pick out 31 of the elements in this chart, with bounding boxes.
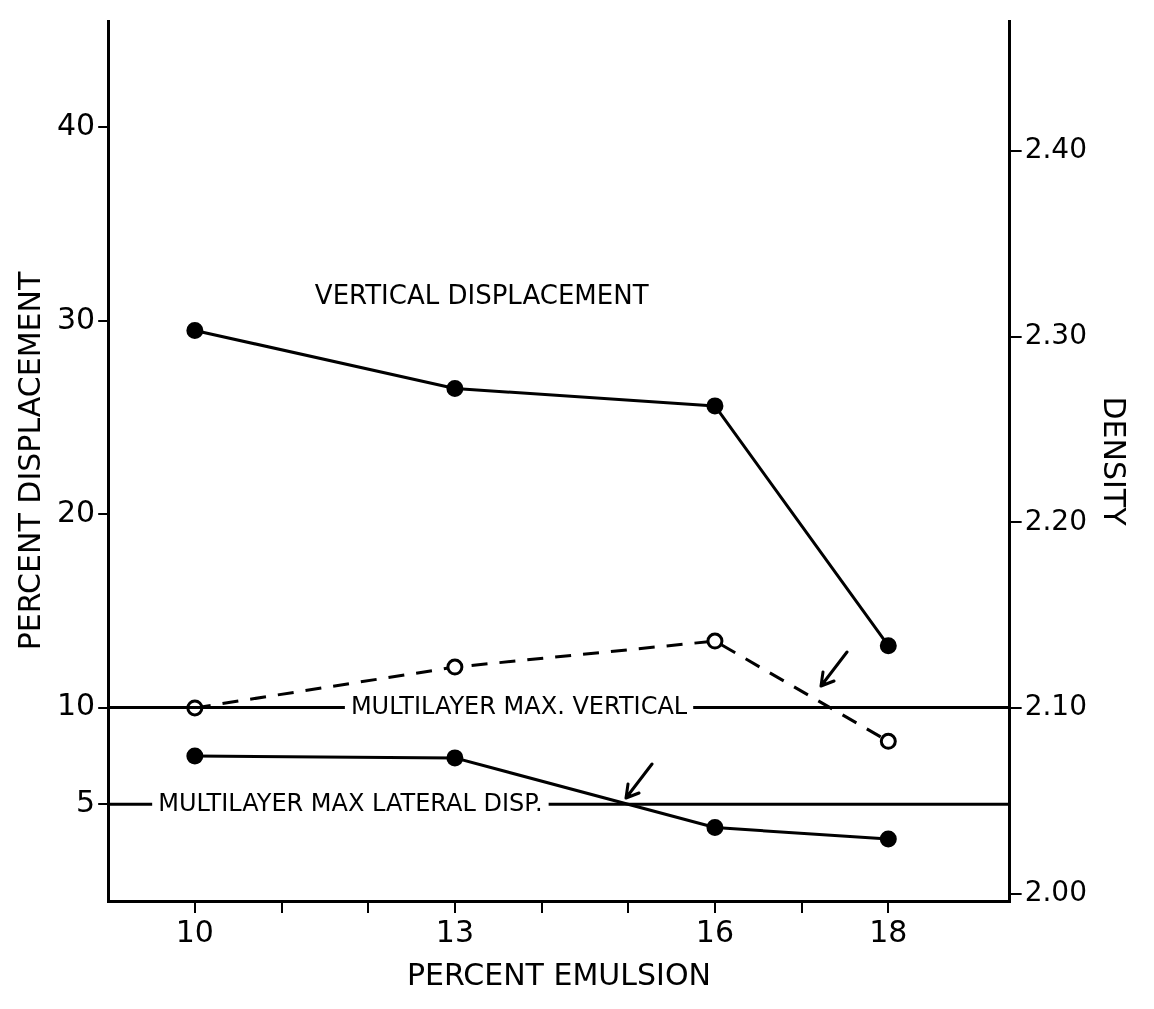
y2-tick-label: 2.40 (1024, 132, 1087, 166)
x-tick-label: 10 (175, 913, 214, 949)
y-tick-label: 10 (56, 687, 96, 723)
x-tick-label: 13 (435, 913, 474, 949)
y2-tick-label: 2.30 (1024, 317, 1087, 351)
point (186, 747, 204, 765)
y2-tick-label: 2.10 (1024, 689, 1087, 723)
y-tick-label: 5 (76, 784, 96, 820)
ref-line-label: MULTILAYER MAX LATERAL DISP. (158, 788, 543, 817)
y2-axis-title: DENSITY (1097, 396, 1133, 527)
y2-tick-label: 2.20 (1024, 503, 1087, 537)
y2-tick-label: 2.00 (1024, 874, 1087, 908)
x-tick-label: 18 (869, 913, 908, 949)
point (186, 321, 204, 339)
point (706, 819, 724, 837)
point (706, 632, 724, 650)
point (446, 749, 464, 767)
point (879, 732, 897, 750)
y-axis-title: PERCENT DISPLACEMENT (11, 271, 47, 651)
point (446, 658, 464, 676)
series-label: VERTICAL DISPLACEMENT (314, 280, 649, 311)
point (446, 379, 464, 397)
y-tick-label: 40 (56, 107, 96, 143)
point (879, 830, 897, 848)
point (879, 637, 897, 655)
x-tick-label: 16 (695, 913, 735, 949)
y-tick-label: 20 (56, 493, 96, 529)
x-axis-title: PERCENT EMULSION (406, 956, 711, 992)
ref-line-label: MULTILAYER MAX. VERTICAL (350, 691, 688, 720)
point (706, 397, 724, 415)
y-tick-label: 30 (56, 300, 96, 336)
